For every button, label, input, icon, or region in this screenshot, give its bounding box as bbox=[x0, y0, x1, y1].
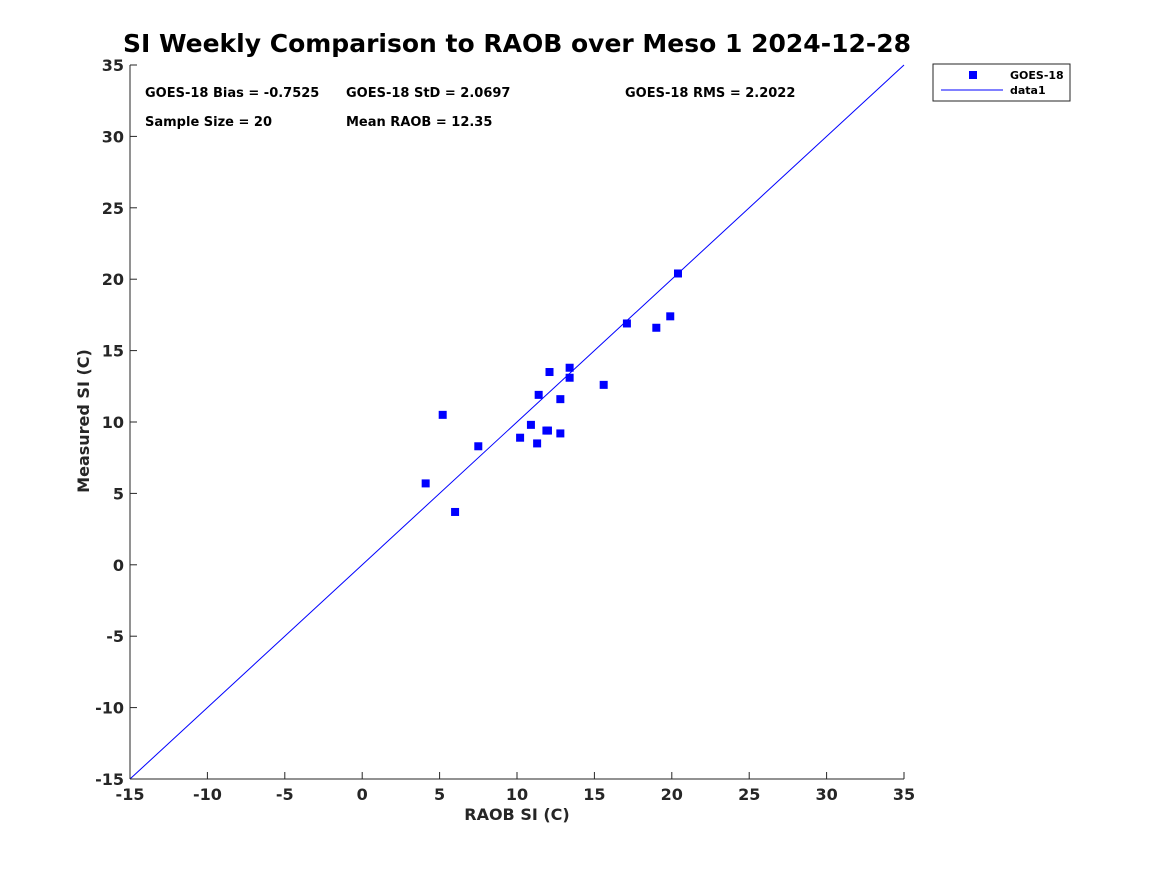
statistics-annotations: GOES-18 Bias = -0.7525 GOES-18 StD = 2.0… bbox=[145, 86, 795, 130]
rms-annotation: GOES-18 RMS = 2.2022 bbox=[625, 86, 795, 101]
legend-label-goes18: GOES-18 bbox=[1010, 69, 1064, 82]
x-tick-label: 5 bbox=[434, 785, 445, 804]
x-axis-label: RAOB SI (C) bbox=[464, 805, 569, 824]
data-point bbox=[622, 319, 631, 328]
data-point bbox=[474, 442, 483, 451]
data-point bbox=[516, 433, 525, 442]
x-tick-label: 30 bbox=[815, 785, 837, 804]
reference-line-layer bbox=[129, 64, 905, 780]
data-point bbox=[599, 380, 608, 389]
data-point bbox=[556, 429, 565, 438]
y-tick-label: 0 bbox=[113, 556, 124, 575]
y-tick-label: 10 bbox=[102, 413, 124, 432]
x-tick-label: -5 bbox=[276, 785, 294, 804]
y-tick-label: 35 bbox=[102, 56, 124, 75]
data-point bbox=[556, 395, 565, 404]
data-points-layer bbox=[421, 269, 682, 516]
legend: GOES-18 data1 bbox=[932, 63, 1071, 102]
x-tick-label: 25 bbox=[738, 785, 760, 804]
x-tick-label: 0 bbox=[357, 785, 368, 804]
data-point bbox=[543, 426, 552, 435]
plot-area: -15 -10 -5 0 5 10 15 20 25 30 35 -15 -10 -5 0 5 10 15 20 2… bbox=[95, 56, 915, 804]
y-tick-label: 15 bbox=[102, 342, 124, 361]
data-point bbox=[666, 312, 675, 321]
x-tick-label: 35 bbox=[893, 785, 915, 804]
y-tick-label: -15 bbox=[95, 770, 124, 789]
sample-size-annotation: Sample Size = 20 bbox=[145, 115, 272, 130]
legend-label-data1: data1 bbox=[1010, 84, 1046, 97]
series-line-data1 bbox=[129, 64, 905, 780]
x-tick-label: 15 bbox=[583, 785, 605, 804]
data-point bbox=[526, 420, 535, 429]
data-point bbox=[533, 439, 542, 448]
x-tick-label: 10 bbox=[506, 785, 528, 804]
y-axis-ticks: -15 -10 -5 0 5 10 15 20 25 30 35 bbox=[95, 56, 137, 789]
y-tick-label: 20 bbox=[102, 270, 124, 289]
legend-marker-goes18 bbox=[969, 71, 977, 79]
y-tick-label: -5 bbox=[106, 627, 124, 646]
bias-annotation: GOES-18 Bias = -0.7525 bbox=[145, 86, 319, 101]
data-point bbox=[652, 323, 661, 332]
data-point bbox=[438, 410, 447, 419]
x-tick-label: -10 bbox=[193, 785, 222, 804]
data-point bbox=[451, 507, 460, 516]
y-tick-label: -10 bbox=[95, 699, 124, 718]
data-point bbox=[565, 363, 574, 372]
legend-box bbox=[932, 63, 1071, 102]
y-tick-label: 5 bbox=[113, 484, 124, 503]
y-tick-label: 30 bbox=[102, 127, 124, 146]
x-tick-label: -15 bbox=[116, 785, 145, 804]
mean-raob-annotation: Mean RAOB = 12.35 bbox=[346, 115, 492, 130]
chart-title: SI Weekly Comparison to RAOB over Meso 1… bbox=[123, 29, 911, 58]
data-point bbox=[534, 390, 543, 399]
data-point bbox=[673, 269, 682, 278]
stddev-annotation: GOES-18 StD = 2.0697 bbox=[346, 86, 510, 101]
data-point bbox=[421, 479, 430, 488]
x-axis-ticks: -15 -10 -5 0 5 10 15 20 25 30 35 bbox=[116, 772, 915, 804]
x-tick-label: 20 bbox=[661, 785, 683, 804]
data-point bbox=[545, 368, 554, 377]
data-point bbox=[565, 373, 574, 382]
y-tick-label: 25 bbox=[102, 199, 124, 218]
y-axis-label: Measured SI (C) bbox=[74, 349, 93, 493]
